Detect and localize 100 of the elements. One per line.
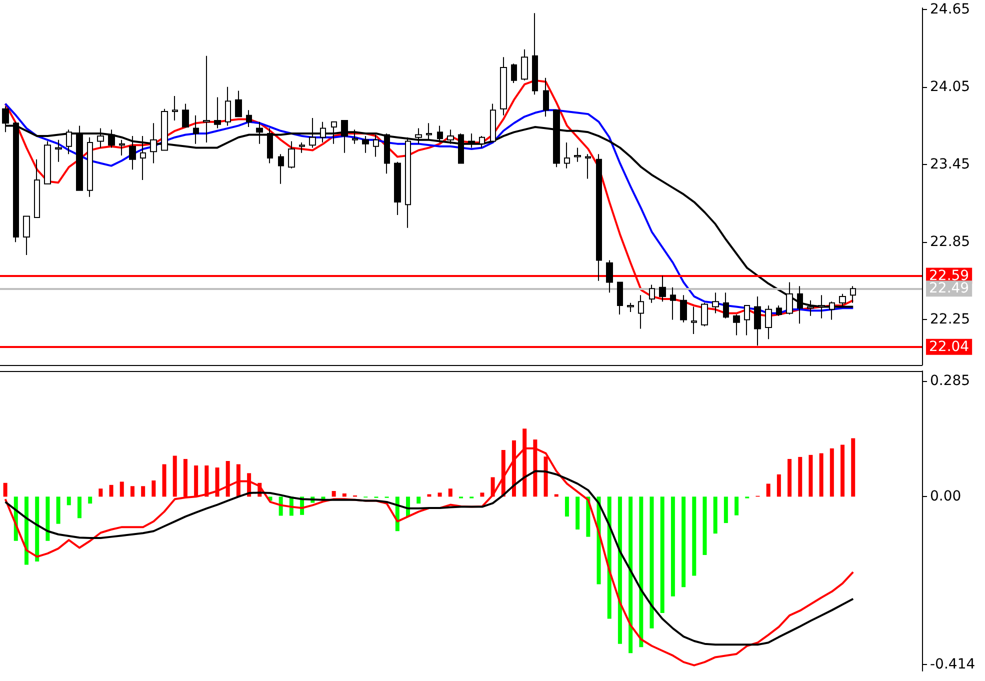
candlestick xyxy=(754,296,761,346)
ref-line-label: 22.49 xyxy=(929,280,970,297)
candlestick xyxy=(193,114,199,144)
candlestick xyxy=(214,96,221,129)
candlestick xyxy=(97,128,104,148)
candlestick xyxy=(638,294,644,330)
candlestick xyxy=(87,136,93,198)
candlestick xyxy=(203,55,210,144)
bar xyxy=(724,496,728,524)
candlestick xyxy=(267,128,273,164)
bar xyxy=(152,480,156,497)
bar xyxy=(204,465,209,497)
candlestick xyxy=(776,305,782,316)
y-tick-label: 0.285 xyxy=(930,373,970,390)
bar xyxy=(650,496,654,628)
bar xyxy=(840,444,845,497)
bar xyxy=(766,484,770,497)
candlestick xyxy=(108,129,115,148)
candlestick xyxy=(627,302,634,312)
bar xyxy=(798,456,802,497)
candlestick xyxy=(182,103,189,128)
bar xyxy=(77,496,82,518)
bar xyxy=(215,467,220,497)
bar xyxy=(332,491,336,497)
candlestick xyxy=(712,292,719,314)
bar xyxy=(776,474,781,497)
bar xyxy=(692,496,696,576)
bar xyxy=(3,482,8,497)
candlestick xyxy=(384,132,390,174)
candlestick xyxy=(299,142,305,154)
bar xyxy=(226,461,230,497)
candlestick xyxy=(288,140,295,169)
candlestick xyxy=(172,95,178,122)
candlestick xyxy=(585,154,591,180)
candlestick xyxy=(458,132,464,164)
bar xyxy=(713,496,718,534)
candlestick xyxy=(617,282,623,316)
bar xyxy=(438,492,442,497)
candlestick xyxy=(362,136,369,154)
candlestick xyxy=(606,260,613,294)
bar xyxy=(788,458,792,497)
candlestick xyxy=(500,56,507,116)
bar xyxy=(682,496,686,588)
candlestick xyxy=(532,12,538,96)
bar xyxy=(66,496,71,506)
bar xyxy=(120,482,124,497)
y-tick-label: 24.05 xyxy=(930,78,970,95)
bar xyxy=(183,458,188,497)
candlestick xyxy=(373,134,379,158)
ref-line-label: 22.04 xyxy=(929,338,970,355)
bar xyxy=(628,496,633,654)
bar xyxy=(576,496,580,530)
candlestick xyxy=(468,132,475,148)
bar xyxy=(564,496,569,517)
y-tick-label: 0.00 xyxy=(930,488,962,505)
candlestick xyxy=(129,136,136,170)
candlestick xyxy=(670,286,676,320)
bar xyxy=(448,488,452,497)
candlestick xyxy=(119,139,125,156)
candlestick xyxy=(574,147,581,162)
candlestick xyxy=(394,161,401,216)
bar xyxy=(618,496,622,644)
line-series xyxy=(4,470,854,646)
candlestick xyxy=(405,136,411,228)
bar xyxy=(342,493,346,497)
bar xyxy=(109,484,114,497)
bar xyxy=(734,496,739,516)
bar xyxy=(194,465,198,497)
bar xyxy=(819,453,824,497)
candlestick xyxy=(55,139,62,162)
candlestick xyxy=(744,305,750,336)
candlestick xyxy=(564,142,570,169)
candlestick xyxy=(447,129,454,144)
candlestick xyxy=(596,154,602,282)
candlestick xyxy=(649,284,655,304)
bar xyxy=(130,486,134,497)
candlestick xyxy=(659,275,666,302)
candlestick xyxy=(479,136,485,148)
candlestick xyxy=(44,140,51,184)
candlestick xyxy=(543,77,549,118)
bar xyxy=(544,456,548,497)
bar xyxy=(427,494,432,497)
bar xyxy=(172,456,177,497)
candlestick xyxy=(225,86,231,126)
candlestick xyxy=(23,216,30,256)
bar xyxy=(141,486,146,497)
bar xyxy=(480,492,484,497)
bar xyxy=(24,496,28,565)
bar xyxy=(35,496,40,562)
candlestick xyxy=(235,90,242,118)
bar xyxy=(554,494,558,497)
bar xyxy=(702,496,707,556)
candlestick xyxy=(691,306,697,334)
candlestick xyxy=(278,154,284,184)
bar xyxy=(236,464,240,497)
bar xyxy=(851,438,856,497)
bar xyxy=(670,496,675,596)
candlestick xyxy=(34,158,40,218)
candlestick xyxy=(701,302,708,327)
y-tick-label: 23.45 xyxy=(930,156,970,173)
